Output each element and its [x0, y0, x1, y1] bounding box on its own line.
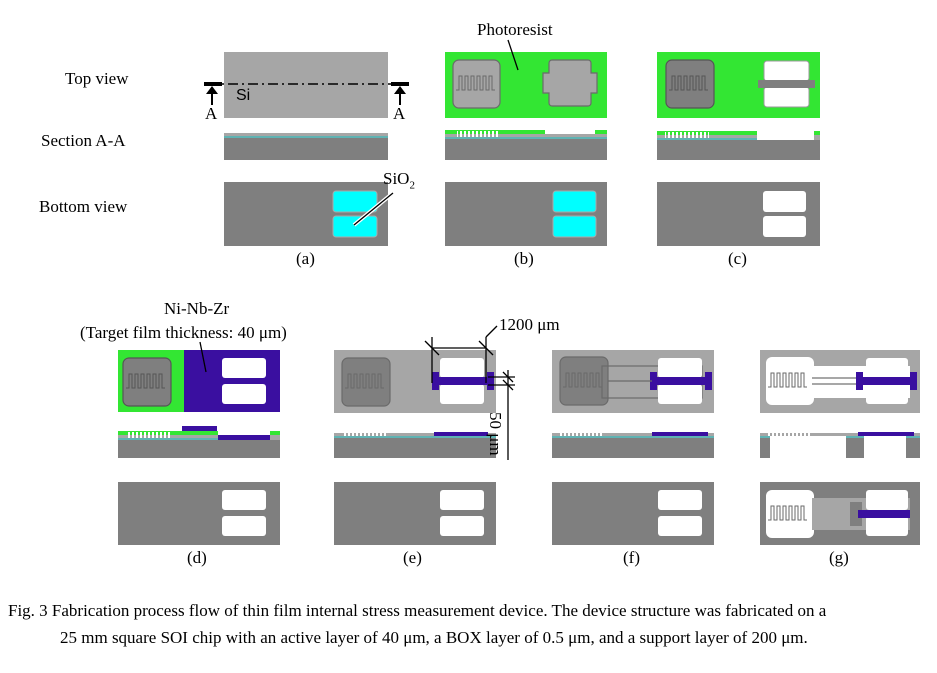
panel-a-section: [224, 138, 388, 160]
row-label-bottom-view: Bottom view: [39, 197, 128, 216]
panel-c-beam: [758, 80, 815, 88]
panel-c-section: [657, 140, 820, 160]
panel-label-c: (c): [728, 249, 747, 268]
panel-label-e: (e): [403, 548, 422, 567]
annotation-sio2: SiO2: [383, 169, 415, 192]
panel-label-a: (a): [296, 249, 315, 268]
section-arrow-right: [394, 86, 406, 105]
panel-label-f: (f): [623, 548, 640, 567]
row-label-section: Section A-A: [41, 131, 126, 150]
panel-a: [204, 52, 409, 246]
panel-g-section-left-support: [760, 438, 770, 458]
panel-g-section-mid-support: [846, 438, 864, 458]
panel-e-ni-nb-zr-beam: [434, 377, 492, 385]
fabrication-process-diagram: [118, 39, 920, 545]
panel-g: [760, 350, 920, 545]
section-arrow-left: [206, 86, 218, 105]
panel-g-section-right-support: [906, 438, 920, 458]
panel-c: [657, 52, 820, 246]
figure-caption: Fig. 3 Fabrication process flow of thin …: [8, 597, 930, 651]
panel-b-section: [445, 139, 607, 160]
annotation-si: Si: [236, 87, 251, 104]
panel-label-b: (b): [514, 249, 534, 268]
panel-d-section: [118, 440, 280, 458]
dimension-label-1200um: 1200 μm: [499, 315, 560, 334]
section-marker-right: A: [393, 104, 406, 123]
dimension-label-50um: 50 μm: [486, 412, 505, 456]
panel-label-g: (g): [829, 548, 849, 567]
panel-f-section: [552, 438, 714, 458]
panel-label-d: (d): [187, 548, 207, 567]
sio2-window-upper: [332, 190, 378, 213]
sio2-window-lower: [332, 215, 378, 238]
row-label-top-view: Top view: [65, 69, 129, 88]
panel-a-top-chip: [224, 52, 388, 118]
annotation-photoresist: Photoresist: [477, 20, 553, 39]
panel-d: [118, 341, 280, 545]
annotation-target-thickness: (Target film thickness: 40 μm): [80, 323, 287, 342]
ni-nb-zr-leader: [199, 341, 207, 373]
panel-f: [552, 350, 714, 545]
dimension-1200um: [424, 325, 498, 383]
photoresist-leader: [507, 39, 519, 71]
annotation-ni-nb-zr: Ni-Nb-Zr: [164, 299, 230, 318]
caption-line-1: Fig. 3 Fabrication process flow of thin …: [8, 601, 827, 620]
dimension-50um: [488, 370, 515, 460]
caption-line-2: 25 mm square SOI chip with an active lay…: [60, 628, 808, 647]
panel-e: [334, 325, 515, 545]
section-marker-left: A: [205, 104, 218, 123]
panel-b: [445, 39, 607, 246]
panel-e-section: [334, 438, 496, 458]
panel-b-opening: [542, 59, 598, 107]
